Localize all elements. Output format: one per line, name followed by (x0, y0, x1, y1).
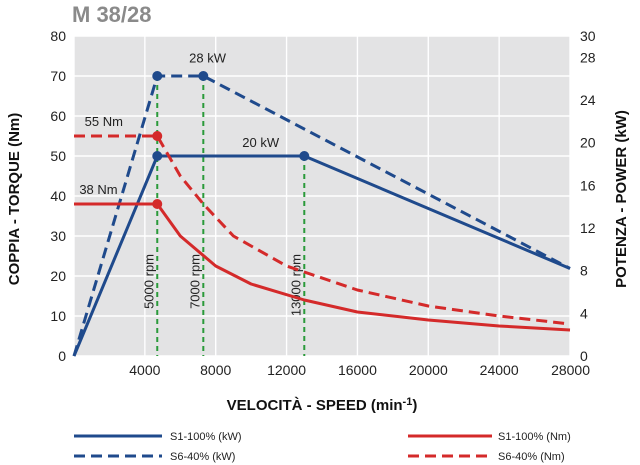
legend-label: S6-40% (kW) (170, 451, 235, 463)
y-left-tick-label: 10 (50, 308, 66, 324)
x-tick-label: 16000 (338, 362, 377, 378)
y-left-tick-label: 40 (50, 188, 66, 204)
y-axis-right-label: POTENZA - POWER (kW) (613, 110, 630, 288)
x-axis-label-close: ) (412, 397, 417, 414)
y-left-tick-label: 0 (58, 348, 66, 364)
x-tick-label: 8000 (200, 362, 231, 378)
x-axis-label: VELOCITÀ - SPEED (min-1) (227, 396, 418, 414)
y-right-tick-label: 24 (580, 92, 596, 108)
data-point-marker (198, 71, 209, 81)
series-line-s1-100-kw- (72, 154, 571, 357)
data-point-marker (299, 151, 310, 161)
series-line-s6-40-kw- (72, 74, 571, 357)
y-right-tick-label: 28 (580, 49, 596, 65)
x-tick-label: 20000 (409, 362, 448, 378)
data-point-marker (152, 151, 163, 161)
series-lines (72, 74, 571, 357)
legend-label: S1-100% (kW) (170, 431, 242, 443)
x-axis-label-sup: -1 (403, 396, 413, 408)
x-tick-label: 12000 (267, 362, 306, 378)
data-point-marker (152, 199, 163, 209)
value-annotation: 38 Nm (79, 182, 117, 197)
legend-label: S1-100% (Nm) (498, 431, 571, 443)
value-annotation: 20 kW (242, 135, 280, 150)
rpm-guide-label: 13000 rpm (288, 254, 303, 316)
x-axis-label-text: VELOCITÀ - SPEED (min (227, 397, 403, 414)
rpm-guide-label: 5000 rpm (141, 254, 156, 309)
annotations: 28 kW 20 kW 55 Nm 38 Nm (79, 51, 280, 197)
x-tick-label: 28000 (551, 362, 590, 378)
series-line-s6-40-nm- (74, 134, 571, 326)
value-annotation: 28 kW (189, 51, 227, 66)
y-right-tick-label: 20 (580, 135, 596, 151)
series-line-s1-100-nm- (74, 202, 571, 332)
y-left-tick-label: 70 (50, 68, 66, 84)
x-tick-label: 4000 (129, 362, 160, 378)
chart-title: M 38/28 (72, 2, 152, 27)
x-tick-label: 24000 (480, 362, 519, 378)
series-markers (152, 71, 310, 209)
data-point-marker (152, 71, 163, 81)
y-left-tick-label: 30 (50, 228, 66, 244)
legend-label: S6-40% (Nm) (498, 451, 565, 463)
y-axis-left-label: COPPIA - TORQUE (Nm) (6, 113, 23, 286)
rpm-guides: 5000 rpm 7000 rpm 13000 rpm (141, 76, 306, 356)
y-right-tick-label: 8 (580, 263, 588, 279)
y-left-tick-label: 80 (50, 28, 66, 44)
value-annotation: 55 Nm (85, 114, 123, 129)
y-right-tick-label: 0 (580, 348, 588, 364)
y-left-tick-label: 50 (50, 148, 66, 164)
rpm-guide-label: 7000 rpm (187, 254, 202, 309)
y-left-tick-label: 20 (50, 268, 66, 284)
data-point-marker (152, 131, 163, 141)
y-right-tick-label: 16 (580, 177, 596, 193)
y-right-tick-label: 12 (580, 220, 596, 236)
y-left-tick-label: 60 (50, 108, 66, 124)
y-right-tick-label: 4 (580, 305, 588, 321)
legend: S1-100% (kW) S1-100% (Nm) S6-40% (kW) S6-40… (74, 431, 571, 463)
y-right-tick-label: 30 (580, 28, 596, 44)
tick-labels: 4000 8000 12000 16000 20000 24000 280000102030… (50, 28, 595, 378)
